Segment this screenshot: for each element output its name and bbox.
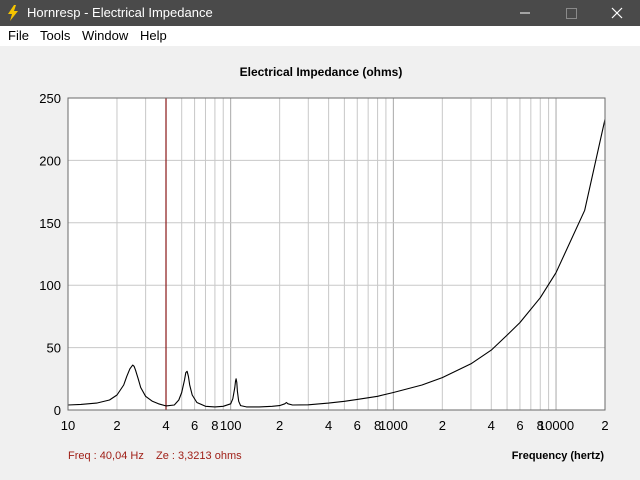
maximize-icon xyxy=(566,8,577,19)
x-tick-label: 8 xyxy=(374,418,381,433)
x-tick-label: 2 xyxy=(601,418,608,433)
x-tick-label: 2 xyxy=(276,418,283,433)
x-axis-label: Frequency (hertz) xyxy=(512,450,605,462)
minimize-button[interactable] xyxy=(502,0,548,26)
menu-file[interactable]: File xyxy=(8,28,29,43)
window-title: Hornresp - Electrical Impedance xyxy=(27,5,213,20)
x-tick-label: 6 xyxy=(191,418,198,433)
y-tick-label: 50 xyxy=(47,341,61,356)
menu-tools[interactable]: Tools xyxy=(40,28,71,43)
close-icon xyxy=(611,7,623,19)
x-tick-label: 2 xyxy=(439,418,446,433)
y-tick-label: 100 xyxy=(39,278,61,293)
impedance-readout: Ze : 3,3213 ohms xyxy=(156,450,242,462)
y-tick-label: 250 xyxy=(39,91,61,106)
y-tick-label: 200 xyxy=(39,153,61,168)
plot-frame xyxy=(67,97,606,411)
menu-window[interactable]: Window xyxy=(82,28,129,43)
x-tick-label: 6 xyxy=(516,418,523,433)
x-tick-label: 4 xyxy=(488,418,495,433)
x-tick-label: 2 xyxy=(113,418,120,433)
lightning-bolt-icon xyxy=(8,5,18,21)
y-tick-label: 0 xyxy=(54,403,61,418)
chart-title: Electrical Impedance (ohms) xyxy=(240,65,403,79)
x-tick-label: 100 xyxy=(220,418,242,433)
x-tick-label: 8 xyxy=(537,418,544,433)
y-tick-label: 150 xyxy=(39,216,61,231)
title-bar[interactable]: Hornresp - Electrical Impedance xyxy=(0,0,640,26)
menu-bar: File Tools Window Help xyxy=(0,26,640,46)
x-tick-label: 6 xyxy=(354,418,361,433)
chart-window-client: Electrical Impedance (ohms) 0 50 100 150 200… xyxy=(0,46,640,480)
y-axis-ticks: 0 50 100 150 200 250 xyxy=(39,91,61,418)
x-tick-label: 4 xyxy=(162,418,169,433)
impedance-chart[interactable]: Electrical Impedance (ohms) 0 50 100 150 200… xyxy=(0,46,640,480)
minimize-icon xyxy=(520,12,530,14)
x-tick-label: 4 xyxy=(325,418,332,433)
x-tick-label: 1000 xyxy=(379,418,408,433)
plot-area[interactable] xyxy=(68,98,605,410)
x-tick-label: 10 xyxy=(61,418,75,433)
curve-layer xyxy=(67,119,606,408)
menu-help[interactable]: Help xyxy=(140,28,167,43)
x-tick-label: 8 xyxy=(211,418,218,433)
close-button[interactable] xyxy=(594,0,640,26)
maximize-button[interactable] xyxy=(548,0,594,26)
impedance-curve xyxy=(67,119,606,408)
frequency-readout: Freq : 40,04 Hz xyxy=(68,450,144,462)
x-tick-label: 10000 xyxy=(538,418,574,433)
